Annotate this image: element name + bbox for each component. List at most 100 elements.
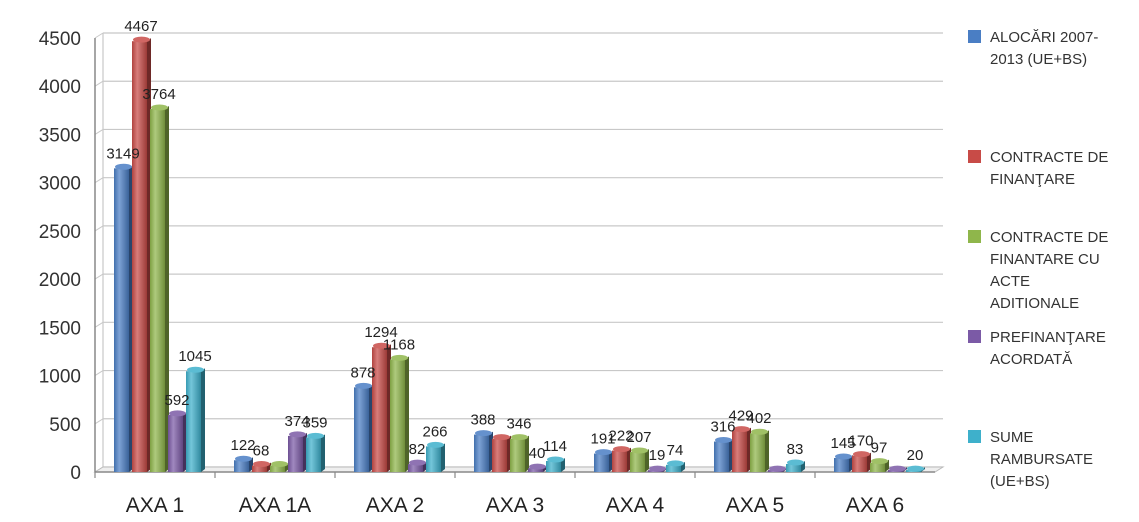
- x-tick-label: AXA 2: [366, 494, 424, 517]
- x-tick-label: AXA 3: [486, 494, 544, 517]
- bar: [546, 456, 565, 472]
- bar: [150, 104, 169, 473]
- legend-item: CONTRACTE DE FINANŢARE: [968, 149, 1108, 188]
- bar: [372, 342, 391, 472]
- legend-label: ALOCĂRI 2007-: [990, 29, 1098, 46]
- data-label: 19: [649, 447, 666, 464]
- data-label: 82: [409, 441, 426, 458]
- x-tick-label: AXA 5: [726, 494, 784, 517]
- legend-label: FINANŢARE: [990, 171, 1075, 188]
- legend-swatch: [968, 430, 981, 443]
- data-label: 374: [284, 413, 309, 430]
- data-label: 4467: [124, 18, 157, 35]
- data-label: 592: [164, 392, 189, 409]
- bar: [306, 432, 325, 472]
- gridline-depth: [94, 370, 104, 376]
- y-tick-label: 500: [49, 415, 81, 436]
- bar: [426, 441, 445, 472]
- legend-item: ALOCĂRI 2007- 2013 (UE+BS): [968, 29, 1098, 68]
- bar: [390, 354, 409, 472]
- bar: [114, 163, 133, 472]
- bar: [906, 465, 925, 472]
- legend-label: 2013 (UE+BS): [990, 51, 1087, 68]
- data-label: 74: [667, 442, 684, 459]
- legend-label: CONTRACTE DE: [990, 149, 1108, 166]
- data-label: 83: [787, 441, 804, 458]
- legend-label: ACTE: [990, 273, 1030, 290]
- y-tick-label: 2500: [39, 222, 81, 243]
- bar: [234, 455, 253, 472]
- gridline-depth: [94, 273, 104, 280]
- data-label: 316: [710, 419, 735, 436]
- data-label: 1168: [383, 336, 415, 353]
- data-label: 191: [590, 431, 615, 448]
- data-label: 170: [848, 433, 873, 450]
- bar: [666, 460, 685, 472]
- data-label: 878: [350, 364, 375, 381]
- legend-swatch: [968, 150, 981, 163]
- bar: [186, 366, 205, 472]
- legend-label: SUME: [990, 429, 1033, 446]
- bar: [270, 460, 289, 472]
- legend-label: PREFINANŢARE: [990, 329, 1106, 346]
- bar: [510, 434, 529, 472]
- data-label: 222: [608, 428, 633, 445]
- bar: [612, 446, 631, 472]
- data-label: 145: [830, 435, 855, 452]
- bar: [492, 434, 511, 472]
- y-tick-label: 3500: [39, 125, 81, 146]
- data-label: 3149: [106, 145, 139, 162]
- x-tick-label: AXA 1A: [239, 494, 311, 517]
- legend-label: (UE+BS): [990, 473, 1050, 490]
- gridlines: [94, 32, 943, 473]
- y-tick-label: 4000: [39, 77, 81, 98]
- y-tick-label: 0: [70, 463, 81, 484]
- gridline-depth: [94, 418, 104, 425]
- legend-label: CONTRACTE DE: [990, 229, 1108, 246]
- bar: [354, 382, 373, 472]
- legend-swatch: [968, 230, 981, 243]
- data-label: 3764: [142, 86, 175, 103]
- bar: [594, 449, 613, 472]
- gridline-depth: [94, 129, 104, 135]
- bar: [408, 459, 427, 472]
- legend-item: CONTRACTE DE FINANTARE CU ACTE ADITIONALE: [968, 229, 1108, 312]
- bar: [852, 451, 871, 472]
- data-label: 68: [253, 442, 270, 459]
- bar: [252, 460, 271, 472]
- gridline-depth: [94, 321, 104, 328]
- data-label: 122: [230, 437, 255, 454]
- y-tick-label: 3000: [39, 174, 81, 195]
- gridline-depth: [94, 177, 104, 184]
- y-tick-label: 4500: [39, 29, 81, 50]
- data-label: 388: [470, 412, 495, 429]
- gridline-depth: [94, 225, 104, 232]
- data-label: 1045: [178, 348, 211, 365]
- x-tick-label: AXA 6: [846, 494, 904, 517]
- data-label: 97: [871, 440, 888, 457]
- legend-swatch: [968, 30, 981, 43]
- data-label: 346: [506, 416, 531, 433]
- data-label: 402: [746, 410, 771, 427]
- x-tick-label: AXA 1: [126, 494, 184, 517]
- x-tick-label: AXA 4: [606, 494, 665, 517]
- y-tick-label: 2000: [39, 270, 81, 291]
- bars: [114, 36, 925, 473]
- bar: [714, 437, 733, 472]
- y-tick-label: 1500: [39, 318, 81, 339]
- data-label: 114: [543, 438, 567, 455]
- legend-label: RAMBURSATE: [990, 451, 1093, 468]
- bar: [834, 453, 853, 472]
- bar: [888, 465, 907, 472]
- axes: 0 500 1000 1500 2000 2500 3000 3500 4000 4500 AXA …: [39, 29, 945, 517]
- legend-label: FINANTARE CU: [990, 251, 1100, 268]
- bar: [528, 463, 547, 472]
- data-label: 1294: [364, 324, 397, 341]
- bar: [168, 410, 187, 472]
- legend: ALOCĂRI 2007- 2013 (UE+BS) CONTRACTE DE FIN…: [968, 29, 1108, 490]
- bar: [474, 430, 493, 472]
- bar: [870, 458, 889, 472]
- data-label: 20: [907, 447, 924, 464]
